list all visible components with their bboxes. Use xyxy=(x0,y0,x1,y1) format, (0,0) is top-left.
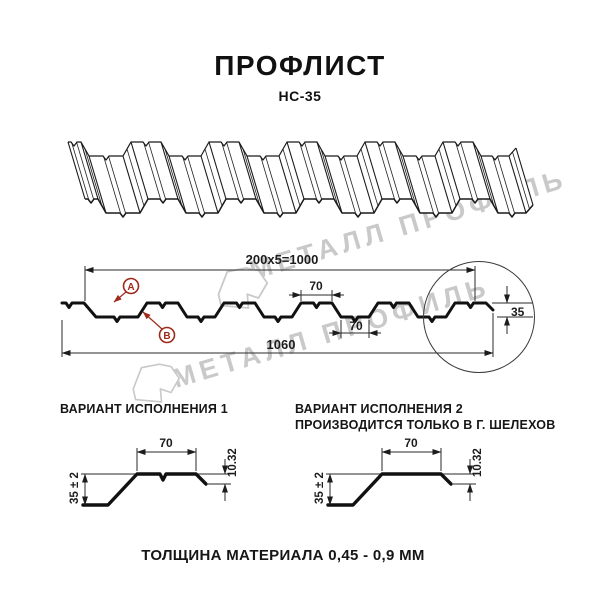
variant2-dimensions xyxy=(326,448,476,506)
profile-3d-sketch xyxy=(67,141,534,218)
profile-code: НС-35 xyxy=(278,88,322,104)
page-title: ПРОФЛИСТ xyxy=(214,50,386,81)
detail-circle xyxy=(423,261,535,373)
variant1-dimensions xyxy=(81,448,231,506)
dim-rib-bottom: 70 xyxy=(349,319,363,333)
marker-b-leader xyxy=(142,311,163,330)
v1-dim-height: 35 ± 2 xyxy=(69,472,81,504)
cross-section-dimensions xyxy=(61,261,535,373)
variant2-title: ВАРИАНТ ИСПОЛНЕНИЯ 2 xyxy=(295,402,463,416)
dim-height: 35 xyxy=(511,305,525,319)
variant1-title: ВАРИАНТ ИСПОЛНЕНИЯ 1 xyxy=(60,402,228,416)
dim-top-total: 200x5=1000 xyxy=(246,252,319,267)
variant2-subtitle: ПРОИЗВОДИТСЯ ТОЛЬКО В Г. ШЕЛЕХОВ xyxy=(295,418,556,432)
marker-a-circle xyxy=(122,277,140,295)
brand-logo-icon xyxy=(132,267,269,403)
v2-dim-lip: 10.32 xyxy=(472,448,484,477)
dim-bottom-total: 1060 xyxy=(267,337,296,352)
v1-dim-width: 70 xyxy=(159,436,173,450)
v2-dim-width: 70 xyxy=(404,436,418,450)
dim-rib-top: 70 xyxy=(309,279,323,293)
v1-dim-lip: 10.32 xyxy=(227,448,239,477)
variant2-title-block: ВАРИАНТ ИСПОЛНЕНИЯ 2 ПРОИЗВОДИТСЯ ТОЛЬКО… xyxy=(295,401,555,433)
marker-b-circle xyxy=(158,326,176,344)
flange-markers: А В xyxy=(113,277,176,344)
v2-dim-height: 35 ± 2 xyxy=(314,472,326,504)
marker-a-leader xyxy=(113,291,127,303)
cross-section-profile xyxy=(60,301,495,323)
variant-profiles xyxy=(81,472,453,507)
marker-b-label: В xyxy=(163,331,170,342)
marker-a-label: А xyxy=(127,282,134,293)
material-thickness-note: ТОЛЩИНА МАТЕРИАЛА 0,45 - 0,9 ММ xyxy=(141,547,425,564)
